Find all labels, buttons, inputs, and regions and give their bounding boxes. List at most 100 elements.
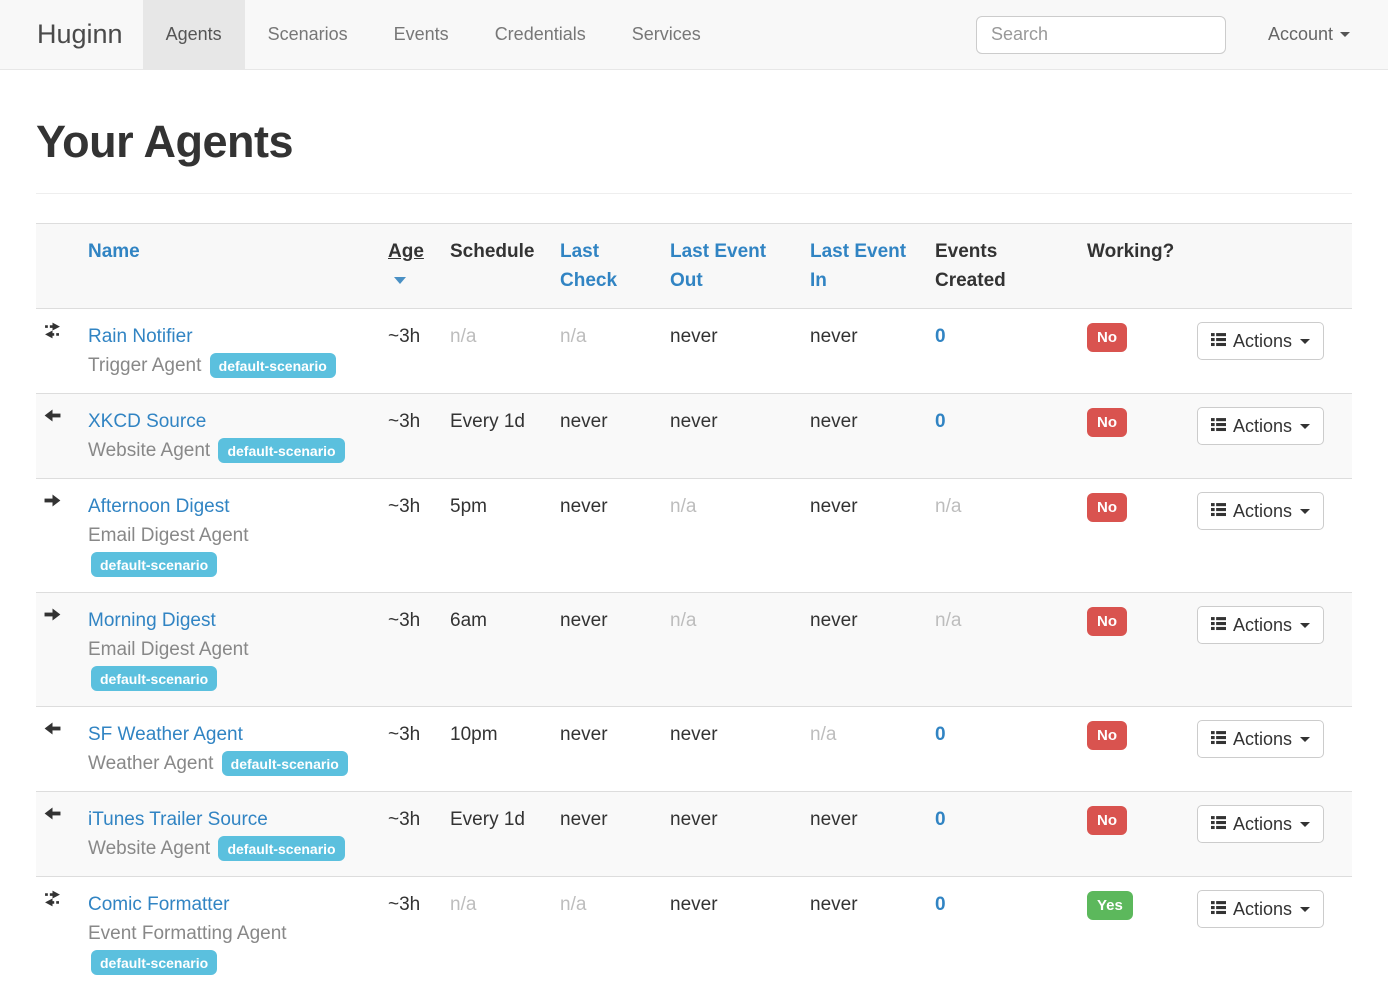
- last-check-cell: never: [552, 478, 662, 593]
- age-cell: ~3h: [380, 592, 442, 707]
- list-icon: [1211, 331, 1233, 352]
- events-created-link[interactable]: 0: [935, 724, 946, 745]
- nav-item-events[interactable]: Events: [393, 24, 449, 44]
- nav-item-agents[interactable]: Agents: [142, 0, 245, 69]
- agent-name-link[interactable]: Rain Notifier: [88, 326, 193, 347]
- schedule-cell: 10pm: [442, 706, 552, 792]
- last-check-cell: n/a: [552, 308, 662, 394]
- sort-header-last-check[interactable]: Last Check: [552, 223, 662, 309]
- page-header: Your Agents: [36, 70, 1352, 194]
- actions-button[interactable]: Actions: [1197, 890, 1325, 928]
- navbar: Huginn Agents Scenarios Events Credentia…: [0, 0, 1388, 70]
- agent-name-link[interactable]: Morning Digest: [88, 610, 216, 631]
- table-header-row: Name Age Schedule Last Check Last Event …: [36, 223, 1352, 309]
- sort-header-age[interactable]: Age: [380, 223, 442, 309]
- actions-button[interactable]: Actions: [1197, 492, 1325, 530]
- nav-item-scenarios[interactable]: Scenarios: [267, 24, 348, 44]
- list-icon: [1211, 729, 1233, 750]
- agent-type-label: Email Digest Agent: [88, 525, 249, 546]
- working-badge: No: [1087, 323, 1127, 352]
- working-badge: Yes: [1087, 891, 1133, 920]
- header-working: Working?: [1079, 223, 1189, 309]
- nav-item-credentials[interactable]: Credentials: [494, 24, 586, 44]
- chevron-down-icon: [1300, 423, 1311, 429]
- list-icon: [1211, 899, 1233, 920]
- transfer-icon: [44, 890, 72, 907]
- chevron-down-icon: [1300, 508, 1311, 514]
- sort-header-last-event-in[interactable]: Last Event In: [802, 223, 927, 309]
- list-icon: [1211, 416, 1233, 437]
- last-event-out-cell: never: [662, 393, 802, 479]
- scenario-badge[interactable]: default-scenario: [91, 950, 218, 976]
- sort-caret-icon: [394, 277, 406, 285]
- age-cell: ~3h: [380, 706, 442, 792]
- table-row: Rain Notifier Trigger Agent default-scen…: [36, 308, 1352, 394]
- icon-column-header: [36, 223, 80, 309]
- agent-name-link[interactable]: Comic Formatter: [88, 894, 230, 915]
- agent-type-label: Weather Agent: [88, 753, 214, 774]
- scenario-badge[interactable]: default-scenario: [218, 836, 345, 862]
- last-event-in-cell: n/a: [802, 706, 927, 792]
- scenario-badge[interactable]: default-scenario: [91, 666, 218, 692]
- nav-menu: Agents Scenarios Events Credentials Serv…: [142, 0, 724, 69]
- last-check-cell: never: [552, 706, 662, 792]
- schedule-cell: n/a: [442, 308, 552, 394]
- agent-type-label: Trigger Agent: [88, 355, 202, 376]
- age-cell: ~3h: [380, 791, 442, 877]
- header-actions: [1189, 223, 1352, 309]
- last-event-out-cell: never: [662, 876, 802, 990]
- arrow-right-icon: [44, 492, 72, 509]
- agent-name-link[interactable]: SF Weather Agent: [88, 724, 243, 745]
- last-check-cell: never: [552, 791, 662, 877]
- chevron-down-icon: [1300, 622, 1311, 628]
- last-check-cell: never: [552, 592, 662, 707]
- actions-button[interactable]: Actions: [1197, 407, 1325, 445]
- page-title: Your Agents: [36, 116, 294, 167]
- table-row: XKCD Source Website Agent default-scenar…: [36, 393, 1352, 479]
- last-event-in-cell: never: [802, 478, 927, 593]
- search-input[interactable]: [975, 15, 1226, 54]
- chevron-down-icon: [1300, 736, 1311, 742]
- age-cell: ~3h: [380, 308, 442, 394]
- scenario-badge[interactable]: default-scenario: [209, 353, 336, 379]
- events-created-link[interactable]: 0: [935, 809, 946, 830]
- list-icon: [1211, 615, 1233, 636]
- nav-item-services[interactable]: Services: [631, 24, 701, 44]
- scenario-badge[interactable]: default-scenario: [221, 751, 348, 777]
- agent-type-label: Website Agent: [88, 440, 211, 461]
- actions-button[interactable]: Actions: [1197, 606, 1325, 644]
- last-event-in-cell: never: [802, 592, 927, 707]
- events-created-cell: n/a: [927, 592, 1079, 707]
- schedule-cell: 6am: [442, 592, 552, 707]
- list-icon: [1211, 501, 1233, 522]
- arrow-left-icon: [44, 407, 72, 424]
- last-event-out-cell: never: [662, 791, 802, 877]
- events-created-link[interactable]: 0: [935, 894, 946, 915]
- schedule-cell: n/a: [442, 876, 552, 990]
- agent-name-link[interactable]: Afternoon Digest: [88, 496, 230, 517]
- age-cell: ~3h: [380, 393, 442, 479]
- agent-name-link[interactable]: iTunes Trailer Source: [88, 809, 268, 830]
- last-event-in-cell: never: [802, 876, 927, 990]
- agent-type-label: Email Digest Agent: [88, 639, 249, 660]
- sort-header-name[interactable]: Name: [80, 223, 380, 309]
- scenario-badge[interactable]: default-scenario: [218, 438, 345, 464]
- sort-header-last-event-out[interactable]: Last Event Out: [662, 223, 802, 309]
- agent-name-link[interactable]: XKCD Source: [88, 411, 207, 432]
- schedule-cell: Every 1d: [442, 791, 552, 877]
- chevron-down-icon: [1300, 906, 1311, 912]
- events-created-link[interactable]: 0: [935, 411, 946, 432]
- events-created-link[interactable]: 0: [935, 326, 946, 347]
- table-row: Morning Digest Email Digest Agent defaul…: [36, 592, 1352, 707]
- actions-button[interactable]: Actions: [1197, 805, 1325, 843]
- actions-button[interactable]: Actions: [1197, 720, 1325, 758]
- actions-button[interactable]: Actions: [1197, 322, 1325, 360]
- working-badge: No: [1087, 408, 1127, 437]
- account-dropdown[interactable]: Account: [1226, 0, 1388, 69]
- scenario-badge[interactable]: default-scenario: [91, 552, 218, 578]
- brand-logo[interactable]: Huginn: [37, 19, 123, 49]
- table-row: Comic Formatter Event Formatting Agent d…: [36, 876, 1352, 990]
- chevron-down-icon: [1300, 338, 1311, 344]
- schedule-cell: 5pm: [442, 478, 552, 593]
- list-icon: [1211, 814, 1233, 835]
